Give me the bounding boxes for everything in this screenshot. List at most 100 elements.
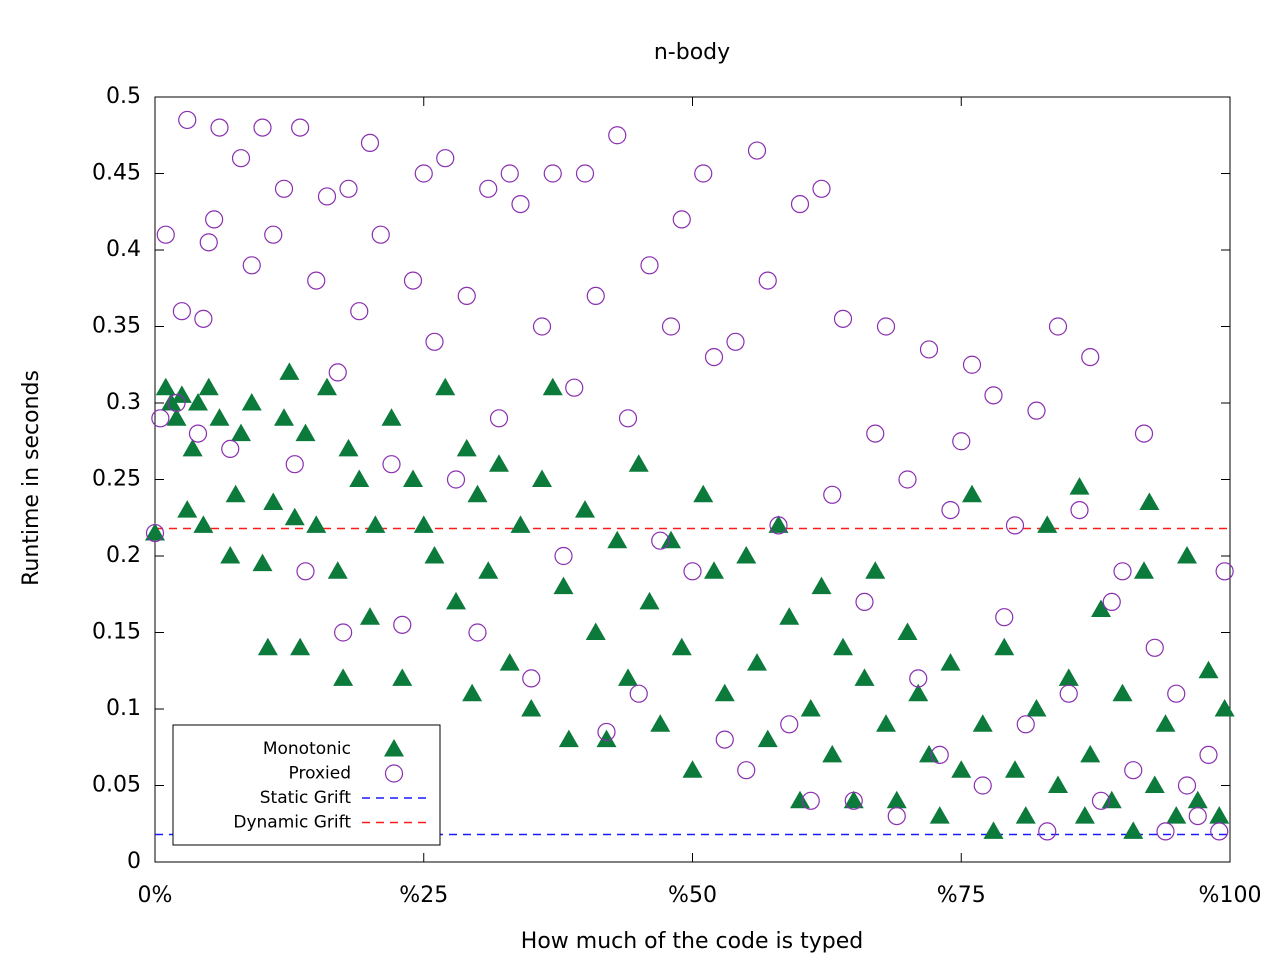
circle-marker xyxy=(554,546,573,566)
triangle-marker xyxy=(1005,760,1025,778)
chart-title: n-body xyxy=(654,40,730,65)
triangle-marker xyxy=(225,484,246,503)
triangle-marker xyxy=(365,515,386,533)
triangle-marker xyxy=(489,454,509,472)
y-tick-label: 0.4 xyxy=(106,237,141,262)
circle-marker xyxy=(898,470,917,489)
triangle-marker xyxy=(618,668,638,686)
circle-marker xyxy=(930,745,949,765)
legend-label: Monotonic xyxy=(263,739,351,759)
triangle-marker xyxy=(897,622,918,640)
triangle-marker xyxy=(1026,699,1047,717)
triangle-marker xyxy=(532,469,552,487)
circle-marker xyxy=(457,286,476,305)
triangle-marker xyxy=(333,668,354,686)
circle-marker xyxy=(1134,424,1154,443)
circle-marker xyxy=(704,348,724,367)
triangle-marker xyxy=(1037,515,1058,533)
triangle-marker xyxy=(403,469,423,487)
triangle-marker xyxy=(585,622,606,640)
circle-marker xyxy=(844,791,863,810)
triangle-marker xyxy=(478,561,499,579)
circle-marker xyxy=(1048,317,1068,336)
triangle-marker xyxy=(1198,660,1219,679)
circle-marker xyxy=(242,256,261,275)
triangle-marker xyxy=(983,821,1004,839)
triangle-marker xyxy=(263,492,284,510)
circle-marker xyxy=(1005,516,1025,535)
triangle-marker xyxy=(876,714,896,732)
circle-marker xyxy=(264,225,283,244)
circle-marker xyxy=(737,761,756,780)
triangle-marker xyxy=(317,377,337,396)
triangle-marker xyxy=(306,515,327,533)
triangle-marker xyxy=(596,729,617,748)
triangle-marker xyxy=(843,790,864,809)
circle-marker xyxy=(984,386,1003,405)
circle-marker xyxy=(1145,638,1164,657)
circle-marker xyxy=(769,516,788,535)
y-tick-label: 0.15 xyxy=(92,620,141,645)
circle-marker xyxy=(414,164,433,183)
triangle-marker xyxy=(1187,790,1208,809)
triangle-marker xyxy=(1166,806,1187,824)
triangle-marker xyxy=(650,714,671,732)
triangle-marker xyxy=(521,699,542,717)
triangle-marker xyxy=(940,653,961,671)
circle-marker xyxy=(565,378,584,397)
triangle-marker xyxy=(510,515,531,533)
triangle-marker xyxy=(1015,806,1036,824)
triangle-marker xyxy=(145,523,165,541)
triangle-marker xyxy=(607,530,628,549)
circle-marker xyxy=(973,776,992,795)
triangle-marker xyxy=(279,362,300,380)
plot-frame xyxy=(154,96,1231,863)
triangle-marker xyxy=(177,500,198,518)
legend-label: Dynamic Grift xyxy=(233,813,351,833)
triangle-marker xyxy=(558,729,579,748)
circle-marker xyxy=(151,409,170,428)
y-tick-label: 0 xyxy=(127,849,141,874)
triangle-marker xyxy=(295,423,316,442)
triangle-marker xyxy=(800,699,821,717)
circle-marker xyxy=(274,179,294,198)
triangle-marker xyxy=(951,760,972,778)
circle-marker xyxy=(694,164,713,183)
y-axis-label: Runtime in seconds xyxy=(19,370,44,586)
circle-marker xyxy=(618,409,638,428)
triangle-marker xyxy=(553,576,574,595)
triangle-marker xyxy=(1214,699,1235,717)
circle-marker xyxy=(1059,684,1078,703)
triangle-marker xyxy=(166,408,187,426)
circle-marker xyxy=(683,562,702,581)
circle-marker xyxy=(855,592,874,612)
circle-marker xyxy=(758,271,777,290)
circle-marker xyxy=(145,523,165,543)
circle-marker xyxy=(1199,745,1218,765)
circle-marker xyxy=(790,195,810,214)
y-tick-label: 0.45 xyxy=(92,161,141,186)
triangle-marker xyxy=(349,469,370,487)
circle-marker xyxy=(210,118,229,137)
triangle-marker xyxy=(381,408,402,426)
triangle-marker xyxy=(811,576,832,595)
triangle-marker xyxy=(929,806,950,824)
x-tick-label: 0% xyxy=(138,883,173,908)
triangle-marker xyxy=(499,653,520,671)
triangle-marker xyxy=(446,591,466,610)
triangle-marker xyxy=(171,385,192,403)
circle-marker xyxy=(522,669,541,688)
x-tick-label: %50 xyxy=(668,883,717,908)
y-tick-label: 0.25 xyxy=(92,467,141,492)
triangle-marker xyxy=(962,484,982,503)
triangle-marker xyxy=(290,637,311,656)
triangle-marker xyxy=(182,438,203,457)
circle-marker xyxy=(780,715,799,734)
circle-marker xyxy=(291,118,310,137)
triangle-marker xyxy=(542,377,563,396)
triangle-marker xyxy=(736,546,757,564)
circle-marker xyxy=(285,455,304,474)
circle-marker xyxy=(360,133,380,152)
circle-marker xyxy=(672,210,691,229)
